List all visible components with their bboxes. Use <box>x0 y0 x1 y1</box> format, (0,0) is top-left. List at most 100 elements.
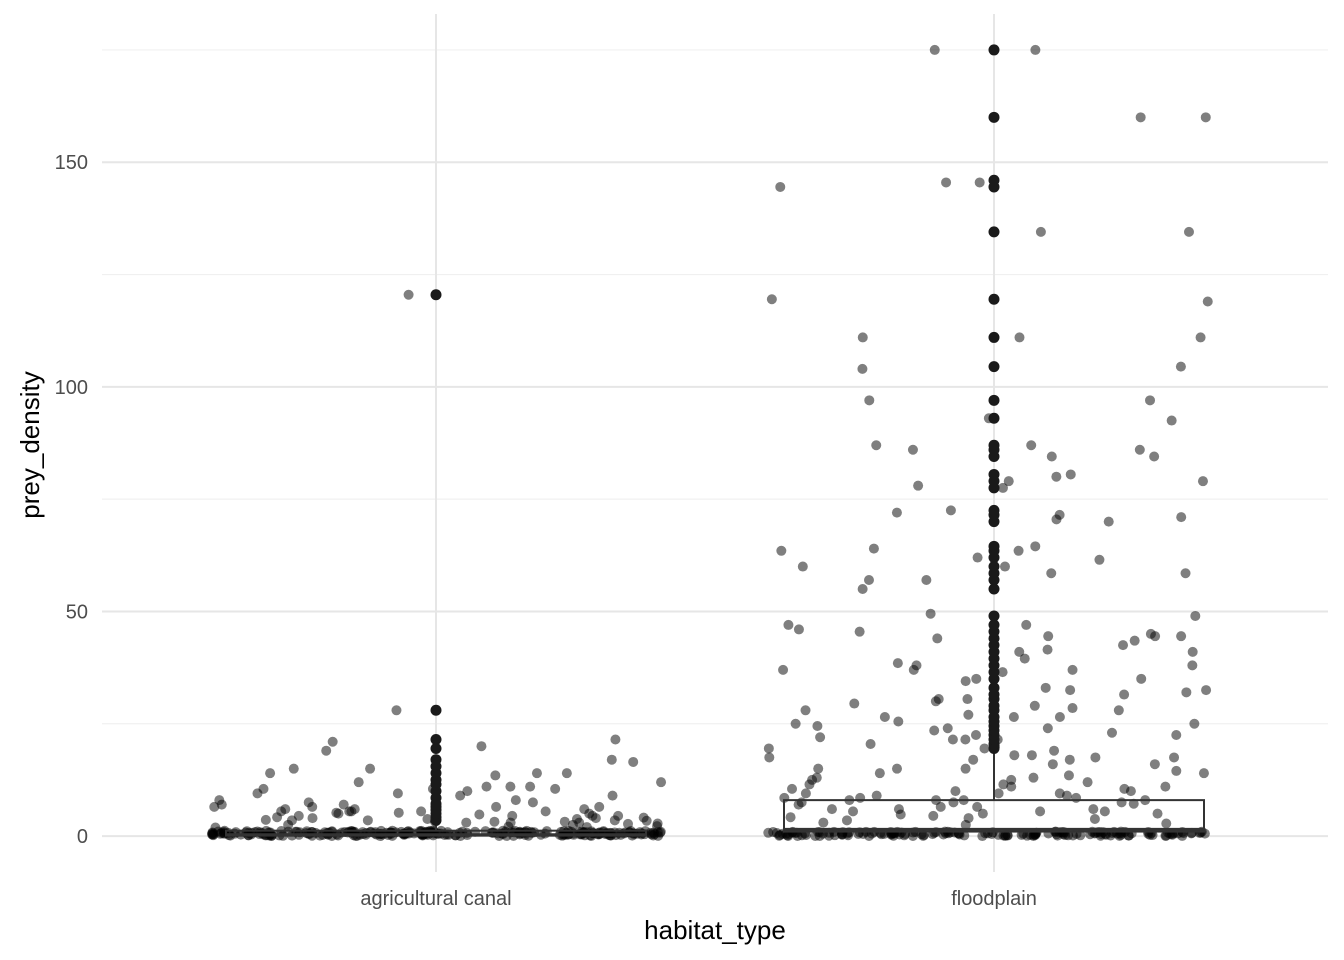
data-point <box>1103 516 1114 527</box>
data-point <box>1047 759 1058 770</box>
data-point <box>1181 687 1192 698</box>
data-point <box>579 804 590 815</box>
data-point <box>999 561 1010 572</box>
data-point <box>1183 226 1194 237</box>
data-point <box>930 696 941 707</box>
y-tick-label: 150 <box>55 152 88 174</box>
data-point <box>474 809 485 820</box>
x-axis-ticks: agricultural canal floodplain <box>360 888 1036 910</box>
data-point <box>1089 813 1100 824</box>
data-point <box>260 814 271 825</box>
data-point <box>1176 512 1187 523</box>
data-point <box>979 743 990 754</box>
data-point <box>960 676 971 687</box>
data-point <box>1019 653 1030 664</box>
data-point <box>344 806 355 817</box>
data-point <box>787 783 798 794</box>
data-point <box>797 561 808 572</box>
data-point <box>1065 685 1076 696</box>
data-point <box>510 795 521 806</box>
data-point <box>1099 806 1110 817</box>
data-point <box>594 801 605 812</box>
data-point <box>628 756 639 767</box>
data-point <box>929 725 940 736</box>
data-point <box>1071 792 1082 803</box>
data-point <box>507 810 518 821</box>
data-point <box>892 658 903 669</box>
data-point <box>968 754 979 765</box>
data-point <box>503 821 514 832</box>
data-point <box>947 734 958 745</box>
data-point <box>1035 226 1046 237</box>
outlier-point <box>988 394 1000 406</box>
data-point <box>393 807 404 818</box>
data-point <box>1116 797 1127 808</box>
data-point <box>778 664 789 675</box>
data-point <box>925 608 936 619</box>
data-point <box>874 768 885 779</box>
data-point <box>338 799 349 810</box>
outlier-point <box>988 361 1000 373</box>
data-point <box>928 810 939 821</box>
data-point <box>1030 541 1041 552</box>
data-point <box>1009 750 1020 761</box>
data-point <box>481 781 492 792</box>
data-point <box>1054 712 1065 723</box>
data-point <box>422 813 433 824</box>
data-point <box>561 768 572 779</box>
data-point <box>1014 646 1025 657</box>
data-point <box>1150 631 1161 642</box>
data-point <box>911 660 922 671</box>
outlier-point <box>988 293 1000 305</box>
data-point <box>1187 646 1198 657</box>
data-point <box>941 177 952 188</box>
y-axis-title: prey_density <box>15 371 45 518</box>
outlier-point <box>988 468 1000 480</box>
y-tick-label: 100 <box>55 377 88 399</box>
x-tick-label-agricultural-canal: agricultural canal <box>360 888 511 910</box>
data-point <box>857 583 868 594</box>
data-point <box>652 821 663 832</box>
y-tick-label: 50 <box>66 601 88 623</box>
data-point <box>871 790 882 801</box>
data-point <box>1119 689 1130 700</box>
data-point <box>826 804 837 815</box>
data-point <box>1187 660 1198 671</box>
box-iqr <box>783 799 1205 833</box>
data-point <box>863 575 874 586</box>
data-point <box>461 817 472 828</box>
data-point <box>879 712 890 723</box>
data-point <box>848 806 859 817</box>
data-point <box>960 819 971 830</box>
outlier-point <box>988 44 1000 56</box>
outlier-point <box>988 583 1000 595</box>
data-point <box>1171 765 1182 776</box>
outlier-point <box>988 226 1000 238</box>
data-point <box>776 545 787 556</box>
data-point <box>998 779 1009 790</box>
outlier-point <box>988 504 1000 516</box>
data-point <box>1106 727 1117 738</box>
data-point <box>814 830 825 841</box>
data-point <box>455 790 466 801</box>
data-point <box>771 827 782 838</box>
data-point <box>813 763 824 774</box>
data-point <box>1161 818 1172 829</box>
outlier-point <box>430 754 442 766</box>
data-point <box>1051 471 1062 482</box>
data-point <box>1105 830 1116 841</box>
data-point <box>766 294 777 305</box>
data-point <box>353 777 364 788</box>
data-point <box>1040 682 1051 693</box>
data-point <box>489 816 500 827</box>
data-point <box>977 808 988 819</box>
outlier-point <box>988 540 1000 552</box>
data-point <box>1200 112 1211 123</box>
data-point <box>1088 804 1099 815</box>
data-point <box>891 763 902 774</box>
data-point <box>929 44 940 55</box>
data-point <box>1094 554 1105 565</box>
data-point <box>559 816 570 827</box>
data-point <box>1149 759 1160 770</box>
